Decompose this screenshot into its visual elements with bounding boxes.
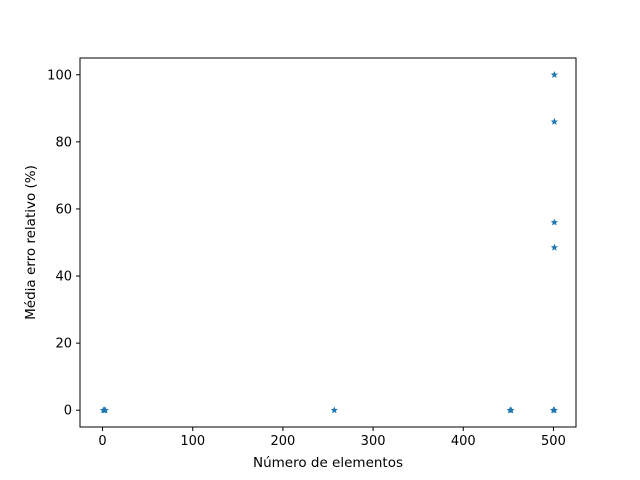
data-point [550, 406, 558, 414]
data-point [550, 243, 558, 251]
x-tick-label: 500 [541, 434, 566, 449]
x-tick-label: 100 [180, 434, 205, 449]
data-point [550, 70, 558, 78]
y-ticks: 0 20 40 60 80 100 [47, 68, 80, 419]
data-point [550, 117, 558, 125]
y-tick-label: 40 [55, 270, 72, 285]
y-tick-label: 0 [64, 404, 72, 419]
data-point [507, 406, 515, 414]
axes-frame [79, 57, 577, 428]
data-points [99, 70, 558, 414]
x-ticks: 0 100 200 300 400 500 [98, 427, 566, 449]
y-tick-label: 60 [55, 202, 72, 217]
data-point [330, 406, 338, 414]
y-tick-label: 100 [47, 68, 72, 83]
data-point [550, 218, 558, 226]
x-tick-label: 0 [98, 434, 106, 449]
x-tick-label: 400 [451, 434, 476, 449]
y-axis-label: Média erro relativo (%) [23, 165, 39, 320]
x-tick-label: 300 [361, 434, 386, 449]
y-tick-label: 20 [55, 337, 72, 352]
data-point [101, 406, 109, 414]
y-tick-label: 80 [55, 135, 72, 150]
x-axis-label: Número de elementos [253, 455, 403, 471]
x-tick-label: 200 [270, 434, 295, 449]
